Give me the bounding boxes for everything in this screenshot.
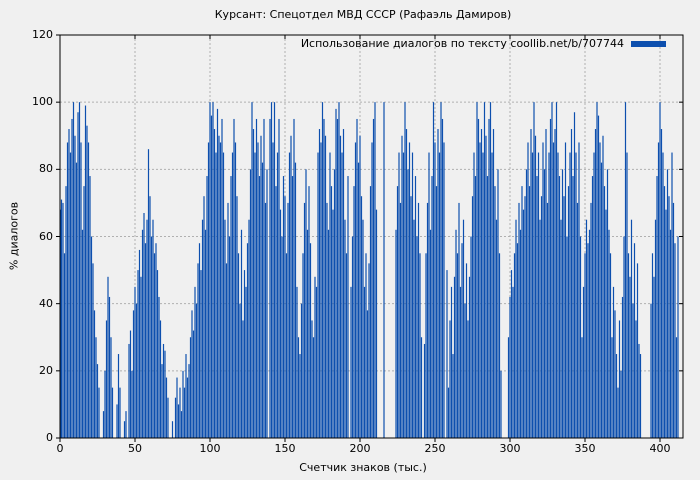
x-tick-label: 250 (424, 442, 446, 455)
x-tick-label: 350 (574, 442, 596, 455)
x-tick-label: 150 (274, 442, 296, 455)
y-tick-label: 80 (39, 162, 53, 176)
x-tick-label: 100 (199, 442, 221, 455)
x-tick-label: 0 (56, 442, 64, 455)
x-axis-label: Счетчик знаков (тыс.) (299, 461, 427, 474)
legend-label: Использование диалогов по тексту coollib… (300, 37, 624, 50)
x-tick-label: 50 (128, 442, 142, 455)
x-tick-label: 400 (649, 442, 671, 455)
y-tick-label: 100 (32, 95, 53, 109)
x-tick-label: 200 (349, 442, 371, 455)
y-tick-label: 20 (39, 363, 53, 377)
legend-swatch (631, 40, 666, 47)
y-tick-label: 0 (46, 431, 53, 444)
y-tick-label: 60 (39, 229, 53, 243)
chart-title: Курсант: Спецотдел МВД СССР (Рафаэль Дам… (214, 8, 512, 21)
y-tick-label: 120 (32, 28, 53, 41)
legend: Использование диалогов по тексту coollib… (301, 37, 666, 50)
x-tick-label: 300 (499, 442, 521, 455)
y-tick-label: 40 (39, 296, 53, 310)
